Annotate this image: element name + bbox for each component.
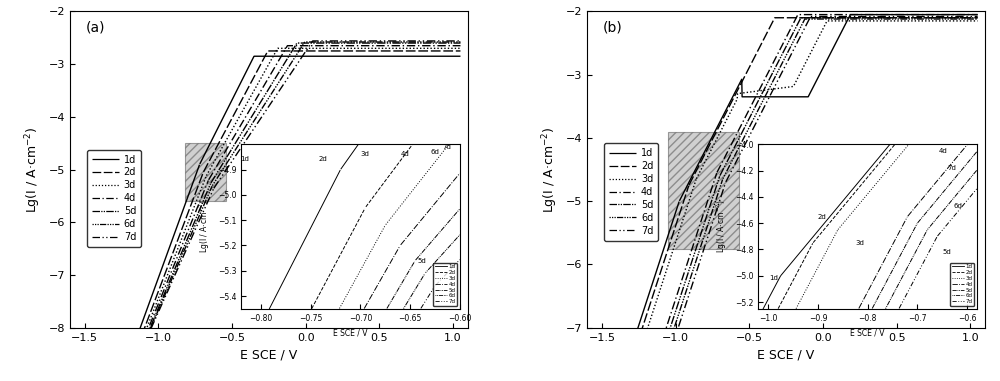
- Bar: [668, 131, 739, 248]
- Text: (b): (b): [603, 21, 623, 35]
- Bar: [185, 143, 226, 201]
- Y-axis label: Lg(I / A·cm$^{-2}$): Lg(I / A·cm$^{-2}$): [541, 126, 560, 213]
- Y-axis label: Lg(I / A·cm$^{-2}$): Lg(I / A·cm$^{-2}$): [23, 126, 43, 213]
- Legend: 1d, 2d, 3d, 4d, 5d, 6d, 7d: 1d, 2d, 3d, 4d, 5d, 6d, 7d: [87, 150, 141, 247]
- Legend: 1d, 2d, 3d, 4d, 5d, 6d, 7d: 1d, 2d, 3d, 4d, 5d, 6d, 7d: [604, 143, 658, 240]
- Text: (a): (a): [86, 21, 105, 35]
- X-axis label: E SCE / V: E SCE / V: [757, 348, 815, 361]
- X-axis label: E SCE / V: E SCE / V: [240, 348, 298, 361]
